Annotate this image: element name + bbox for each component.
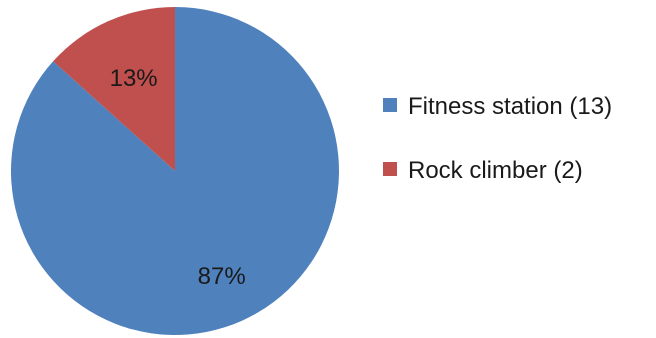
- pie-slices: [10, 7, 340, 335]
- pie-slice-2: [53, 7, 175, 171]
- legend-label-2: Rock climber (2): [408, 157, 583, 184]
- pie-slice-label-2: 13%: [110, 65, 158, 92]
- pie-slice-label-1: 87%: [198, 263, 246, 290]
- legend-swatch-2: [383, 162, 397, 176]
- legend-swatch-1: [383, 98, 397, 112]
- legend-label-1: Fitness station (13): [408, 93, 612, 120]
- legend: Fitness station (13) Rock climber (2): [383, 93, 612, 184]
- pie-slice-labels: 87% 13%: [110, 65, 246, 290]
